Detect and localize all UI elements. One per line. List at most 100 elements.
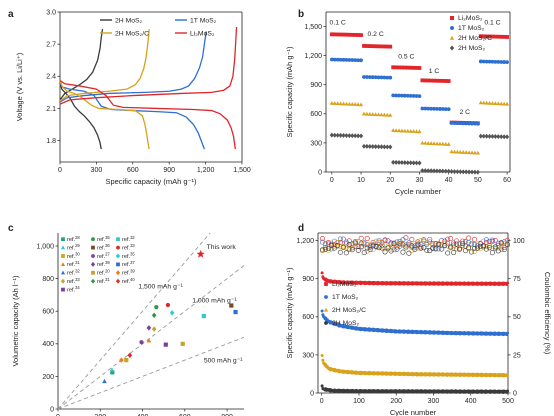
ref-legend-label: ref.34 [67,285,80,293]
data-point [385,144,390,150]
ce-point [463,238,469,244]
data-point [402,65,407,70]
ce-point [492,244,498,250]
ce-point [343,250,349,256]
ce-point [466,240,472,246]
data-point [446,79,451,83]
y-tick-label: 600 [302,314,314,321]
ref-data-point [163,342,168,347]
ce-point [343,239,349,245]
ce-point [409,243,415,249]
legend-label: 2H MoS₂/C [458,35,492,42]
ce-point [394,246,400,252]
y-tick-label: 1,200 [296,238,314,245]
data-point [332,101,337,105]
data-point [487,59,492,64]
rate-label: 0.1 C [484,20,500,27]
data-point [347,133,352,139]
ce-point [406,240,412,246]
ce-point [373,243,379,249]
data-point [423,168,428,174]
ce-point [445,236,451,242]
legend-marker [450,16,454,20]
ce-point [504,237,510,243]
ce-point [454,241,460,247]
data-point [344,58,349,62]
ref-legend-label: ref.35 [97,235,110,243]
data-point [335,132,340,138]
data-point [429,168,434,174]
ce-point [489,250,495,256]
data-point [434,141,440,146]
ce-point [483,239,489,245]
legend-label: 2H MoS₂/C [115,31,149,38]
x-tick-label: 20 [386,177,394,184]
ref-legend-sup: 33 [75,277,80,282]
ce-point [457,246,463,252]
ce-point [448,236,454,242]
ce-point [460,244,466,250]
data-point [484,59,489,64]
data-point [370,112,375,116]
data-point [405,128,410,133]
data-point [423,78,428,83]
data-point [382,75,387,80]
ce-point [483,246,489,252]
data-point [388,44,393,49]
data-point [335,32,340,37]
ce-point [343,241,349,247]
ref-legend-sup: 35 [130,252,135,257]
ce-point [373,238,379,244]
data-point [490,59,495,64]
ref-data-point [124,358,129,363]
ref-data-point [109,367,115,372]
data-point [505,60,509,65]
highlight-label: This work [207,244,237,251]
capacity-point [506,372,510,376]
data-point [329,32,334,37]
data-point [443,107,448,112]
ce-point [424,241,430,247]
ref-data-point [119,357,124,363]
data-point [338,32,343,37]
data-point [408,65,413,70]
guide-line [57,232,211,410]
x-tick-label: 600 [127,167,139,174]
ce-point [445,250,451,256]
ce-point [427,236,433,242]
data-point [499,34,504,39]
ce-point [337,243,343,249]
data-point [353,58,358,63]
x-tick-label: 1,200 [197,167,215,174]
y-tick-label: 3.0 [46,9,56,16]
ce-point [451,240,457,246]
ce-point [343,245,349,251]
guide-line-label: 500 mAh g⁻¹ [204,358,243,365]
ref-legend-marker [60,278,66,284]
ce-point [385,245,391,251]
data-point [358,133,364,139]
ref-legend-marker [61,287,65,292]
data-point [435,106,439,111]
rate-label: 0.5 C [398,54,414,61]
data-point [470,121,474,126]
ce-point [337,236,343,242]
data-point [344,101,349,106]
data-point [473,121,477,126]
data-point [356,58,361,63]
guide-line-label: 1,500 mAh g⁻¹ [138,283,183,290]
data-point [481,133,486,139]
data-point [373,44,378,49]
y-tick-label: 1,200 [304,53,322,60]
ref-data-point [229,303,234,308]
ref-legend-label: ref.31 [67,260,80,268]
data-point [400,65,404,70]
data-point [443,168,448,174]
ce-point [448,244,454,250]
ref-legend-sup: 35 [105,235,110,240]
ref-legend-marker [116,245,120,250]
data-point [414,94,419,98]
ce-point [418,245,424,251]
ce-point [433,246,439,252]
